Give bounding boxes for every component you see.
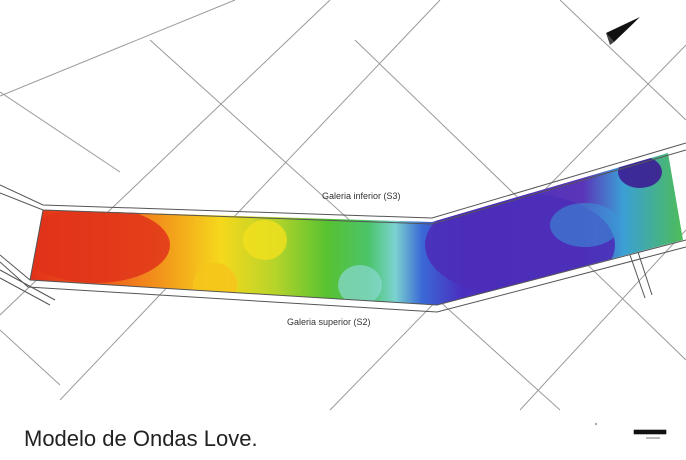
gallery-superior-label: Galeria superior (S2) [287, 317, 371, 327]
scale-bar-icon [595, 423, 667, 439]
grid-line [0, 0, 236, 97]
grid-line [59, 0, 441, 401]
grid-line [559, 0, 686, 121]
grid-line [519, 229, 686, 411]
side-passage [0, 269, 56, 301]
gallery-superior-outline [0, 239, 686, 306]
side-passage [0, 277, 51, 306]
side-passage [629, 254, 646, 299]
gallery-outlines [0, 142, 686, 313]
gallery-end-left [29, 209, 44, 281]
side-passage [637, 251, 653, 296]
grid-line [0, 329, 61, 386]
gallery-inferior-outline-inner [0, 149, 686, 225]
gallery-superior-outline-inner [0, 246, 686, 313]
gallery-inferior-outline [0, 142, 686, 219]
figure-caption: Modelo de Ondas Love. [24, 426, 258, 451]
gallery-inferior-label: Galeria inferior (S3) [322, 191, 401, 201]
north-arrow-icon [606, 17, 640, 45]
grid-line [0, 91, 121, 173]
